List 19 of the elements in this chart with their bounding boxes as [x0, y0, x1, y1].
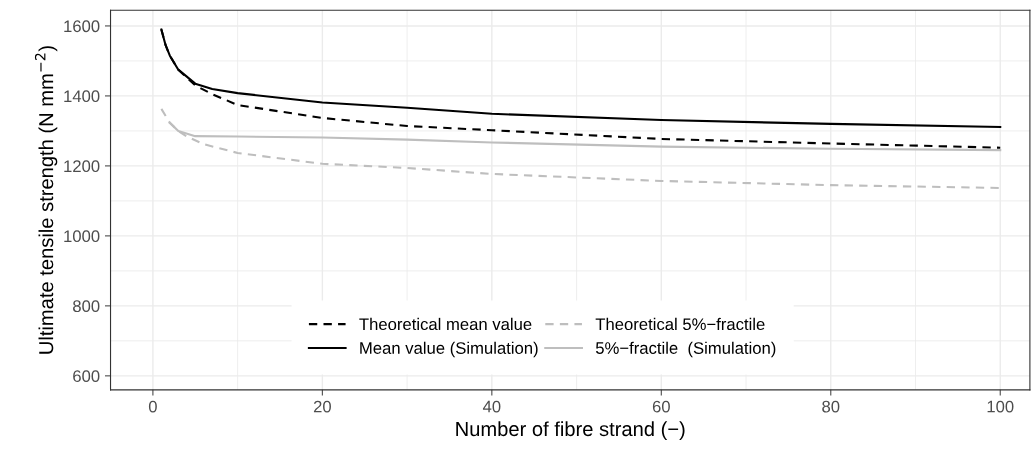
- x-tick-label: 60: [652, 400, 670, 413]
- legend-label: Mean value (Simulation): [360, 341, 538, 358]
- y-tick-label: 1000: [64, 230, 100, 243]
- line-series: [160, 107, 1002, 189]
- legend-label: Theoretical 5%−fractile: [595, 317, 765, 331]
- legend-label: 5%−fractile (Simulation): [595, 341, 776, 358]
- y-axis-title: Ultimate tensile strength (N mm$^{−2}$): [34, 46, 58, 354]
- x-tick-label: 0: [148, 400, 157, 413]
- x-tick-label: 100: [987, 400, 1014, 413]
- x-tick-label: 80: [822, 400, 840, 413]
- y-tick-label: 600: [73, 370, 100, 383]
- x-axis-title: Number of fibre strand (−): [456, 421, 685, 441]
- y-tick-label: 800: [73, 300, 100, 313]
- y-tick-label: 1400: [64, 90, 100, 103]
- y-tick-label: 1200: [64, 160, 100, 173]
- y-tick-label: 1600: [64, 20, 100, 33]
- x-tick-label: 40: [482, 400, 501, 413]
- legend-label: Theoretical mean value: [359, 317, 532, 331]
- x-tick-label: 20: [313, 400, 331, 413]
